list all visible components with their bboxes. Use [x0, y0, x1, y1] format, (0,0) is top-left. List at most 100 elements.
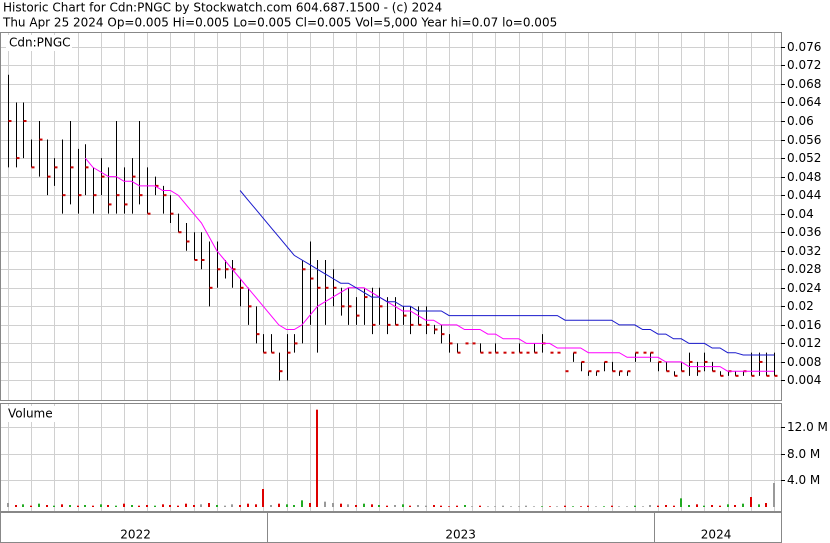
symbol-label: Cdn:PNGC [9, 36, 71, 50]
volume-bar [84, 505, 86, 507]
volume-bar [626, 506, 628, 507]
y-tick-label: 0.072 [787, 58, 821, 72]
volume-bar [580, 506, 582, 507]
volume-bar [169, 505, 171, 507]
y-tick-label: 12.0 M [787, 420, 828, 434]
volume-bar [177, 505, 179, 507]
volume-bar [456, 505, 458, 507]
volume-bar [696, 504, 698, 507]
y-tick-label: 0.044 [787, 188, 821, 202]
volume-bar [665, 505, 667, 507]
volume-bar [131, 505, 133, 507]
volume-bar [301, 500, 303, 507]
volume-bar [649, 505, 651, 507]
volume-bar [719, 505, 721, 507]
volume-bar [688, 505, 690, 507]
volume-bar [38, 503, 40, 507]
volume-bar [146, 505, 148, 507]
volume-bar [409, 505, 411, 507]
chart-title: Historic Chart for Cdn:PNGC by Stockwatc… [3, 1, 442, 15]
y-tick-label: 0.02 [787, 299, 814, 313]
volume-bar [30, 505, 32, 507]
volume-bar [494, 506, 496, 507]
volume-bar [15, 505, 17, 507]
y-tick-label: 0.052 [787, 151, 821, 165]
y-tick-label: 0.076 [787, 40, 821, 54]
volume-bar [425, 505, 427, 507]
volume-bar [525, 505, 527, 507]
volume-bar [595, 506, 597, 507]
volume-bar [750, 497, 752, 507]
x-tick-label: 2024 [701, 528, 732, 542]
volume-bar [711, 505, 713, 507]
volume-bar [634, 505, 636, 507]
y-tick-label: 0.04 [787, 207, 814, 221]
volume-bar [440, 505, 442, 507]
y-tick-label: 0.056 [787, 133, 821, 147]
volume-bar [270, 505, 272, 507]
volume-bar [138, 505, 140, 507]
volume-bar [231, 504, 233, 507]
y-tick-label: 0.012 [787, 336, 821, 350]
y-tick-label: 0.024 [787, 281, 821, 295]
volume-bar [556, 506, 558, 507]
volume-bar [510, 506, 512, 507]
volume-bar [564, 505, 566, 507]
volume-bar [340, 503, 342, 507]
volume-bar [742, 503, 744, 507]
y-tick-label: 0.048 [787, 170, 821, 184]
volume-bar [572, 506, 574, 507]
volume-bar [123, 503, 125, 507]
y-tick-label: 0.028 [787, 262, 821, 276]
y-tick-label: 0.036 [787, 225, 821, 239]
volume-bar [53, 505, 55, 507]
y-tick-label: 0.064 [787, 95, 821, 109]
volume-bar [309, 503, 311, 507]
volume-bar [703, 505, 705, 507]
volume-bar [115, 505, 117, 507]
volume-bar [371, 504, 373, 507]
volume-bar [433, 505, 435, 507]
volume-bar [347, 504, 349, 507]
volume-bar [549, 506, 551, 507]
volume-bar [332, 503, 334, 507]
volume-bar [673, 505, 675, 507]
volume-bar [193, 505, 195, 507]
volume-bar [734, 505, 736, 507]
volume-bar [216, 505, 218, 507]
volume-bar [657, 505, 659, 507]
chart-subtitle: Thu Apr 25 2024 Op=0.005 Hi=0.005 Lo=0.0… [2, 16, 557, 30]
volume-bar [262, 489, 264, 507]
volume-bar [487, 506, 489, 507]
volume-bar [154, 505, 156, 507]
volume-bar [448, 506, 450, 507]
volume-bar [355, 505, 357, 507]
y-tick-label: 0.004 [787, 373, 821, 387]
x-tick-label: 2023 [445, 528, 476, 542]
volume-bar [46, 505, 48, 507]
y-tick-label: 8.0 M [787, 447, 820, 461]
volume-label-bg [5, 406, 59, 422]
volume-bar [402, 504, 404, 507]
moving-average [239, 190, 775, 356]
volume-bar [77, 505, 79, 507]
volume-bar [386, 505, 388, 507]
volume-bar [727, 504, 729, 507]
volume-bar [611, 505, 613, 507]
y-tick-label: 0.016 [787, 318, 821, 332]
volume-bar [239, 505, 241, 507]
volume-panel [0, 403, 782, 512]
x-tick-label: 2022 [120, 528, 151, 542]
volume-bar [464, 505, 466, 507]
volume-bar [107, 505, 109, 507]
volume-bar [394, 505, 396, 507]
y-tick-label: 4.0 M [787, 473, 820, 487]
volume-bar [587, 505, 589, 507]
volume-bar [162, 504, 164, 507]
volume-bar [200, 504, 202, 507]
volume-bar [22, 504, 24, 507]
volume-bar [69, 505, 71, 507]
volume-bar [224, 505, 226, 507]
